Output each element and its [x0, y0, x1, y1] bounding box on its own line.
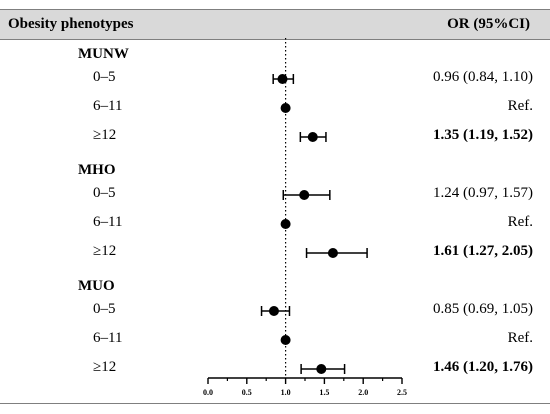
- or-ci-text: 1.35 (1.19, 1.52): [433, 127, 533, 143]
- odds-ratio-point: [277, 74, 288, 84]
- x-tick-label: 1.0: [281, 388, 291, 397]
- or-ci-text: 1.46 (1.20, 1.76): [433, 359, 533, 375]
- or-ci-text: 0.85 (0.69, 1.05): [433, 301, 533, 317]
- category-label: 0–5: [93, 69, 116, 85]
- group-label-mho: MHO: [78, 162, 116, 178]
- odds-ratio-point: [307, 132, 318, 142]
- or-ci-text: 0.96 (0.84, 1.10): [433, 69, 533, 85]
- category-label: 6–11: [93, 330, 123, 346]
- x-tick-label: 2.0: [358, 388, 368, 397]
- header-or-title: OR (95%CI): [447, 16, 530, 32]
- or-ci-text: Ref.: [507, 214, 533, 230]
- category-label: ≥12: [93, 243, 117, 259]
- x-tick-label: 2.5: [397, 388, 407, 397]
- category-label: ≥12: [93, 359, 117, 375]
- reference-point: [280, 103, 291, 113]
- or-ci-text: Ref.: [507, 98, 533, 114]
- odds-ratio-point: [327, 248, 338, 258]
- x-tick-label: 0.0: [203, 388, 213, 397]
- header-phenotypes-title: Obesity phenotypes: [8, 16, 134, 32]
- odds-ratio-point: [299, 190, 310, 200]
- or-ci-text: 1.61 (1.27, 2.05): [433, 243, 533, 259]
- reference-point: [280, 219, 291, 229]
- category-label: 6–11: [93, 98, 123, 114]
- category-label: ≥12: [93, 127, 117, 143]
- x-tick-label: 0.5: [242, 388, 252, 397]
- group-label-muo: MUO: [78, 278, 115, 294]
- bottom-rule: [0, 403, 550, 404]
- reference-point: [280, 335, 291, 345]
- category-label: 6–11: [93, 214, 123, 230]
- category-label: 0–5: [93, 301, 116, 317]
- odds-ratio-point: [316, 364, 327, 374]
- table-header-bar: [0, 9, 550, 40]
- group-label-munw: MUNW: [78, 46, 129, 62]
- odds-ratio-point: [268, 306, 279, 316]
- category-label: 0–5: [93, 185, 116, 201]
- or-ci-text: Ref.: [507, 330, 533, 346]
- or-ci-text: 1.24 (0.97, 1.57): [433, 185, 533, 201]
- x-tick-label: 1.5: [319, 388, 329, 397]
